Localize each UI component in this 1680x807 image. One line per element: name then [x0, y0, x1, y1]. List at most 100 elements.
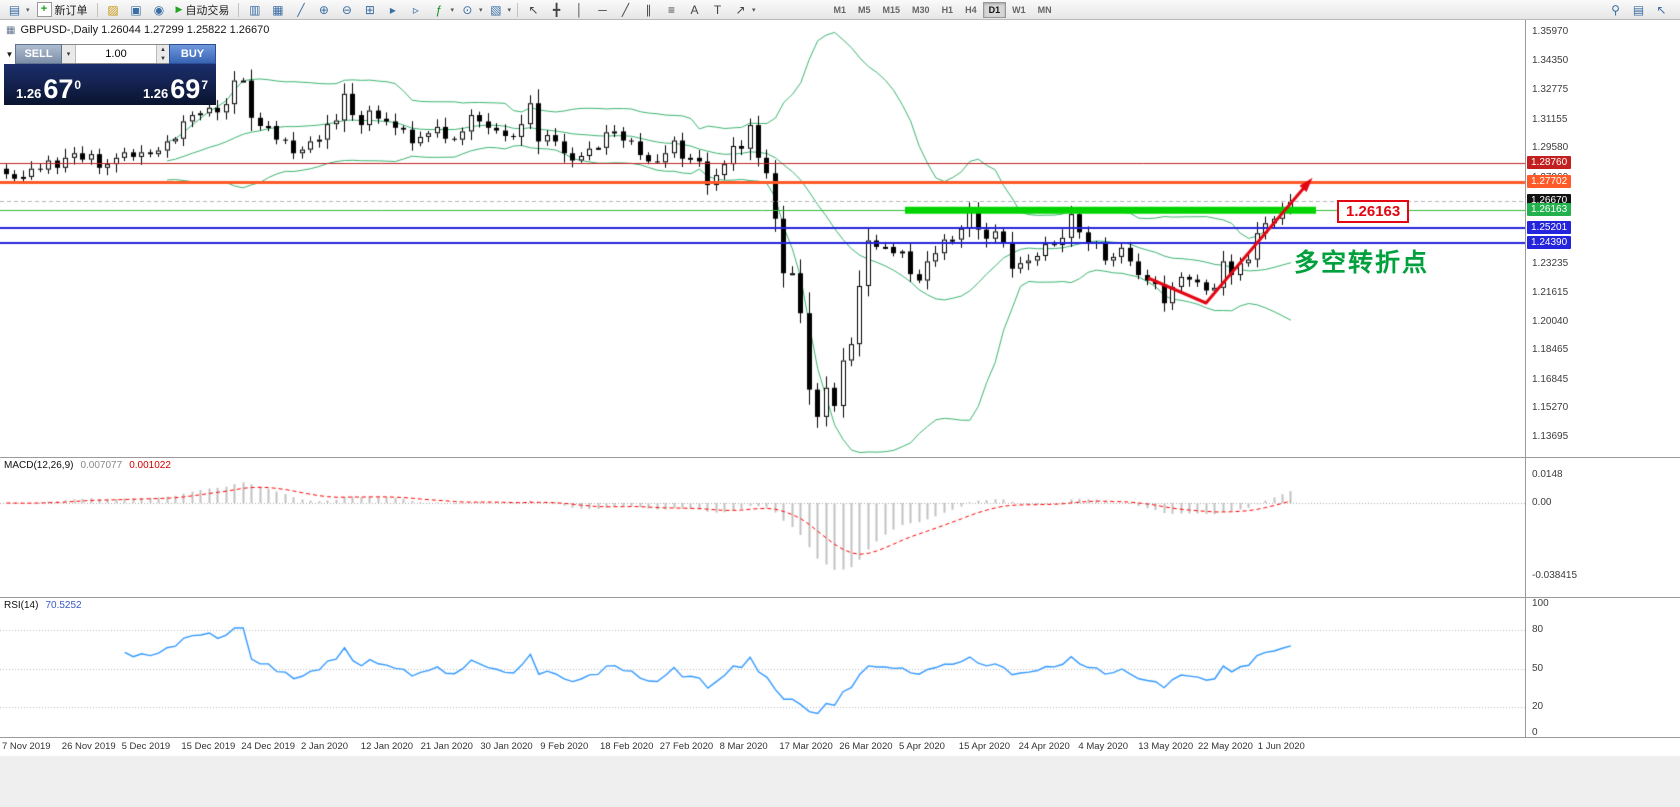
sell-button[interactable]: SELL [15, 44, 62, 64]
quote-panel: 1.26 67 0 1.26 69 7 [4, 64, 216, 105]
volume-dropdown-icon[interactable]: ▾ [62, 45, 76, 63]
vertical-line-icon[interactable]: │ [575, 2, 584, 17]
rsi-panel-canvas[interactable] [0, 597, 1525, 737]
macd-axis-tick: 0.0148 [1532, 468, 1563, 480]
timeframe-h4-button[interactable]: H4 [965, 4, 977, 15]
date-axis-label: 15 Apr 2020 [958, 741, 1011, 752]
indicators-icon[interactable]: ƒ [435, 2, 443, 17]
timeframe-mn-button[interactable]: MN [1037, 4, 1052, 15]
date-axis-label: 13 May 2020 [1138, 741, 1194, 752]
arrows-icon[interactable]: ↗ [735, 2, 746, 17]
chart-title-text: GBPUSD-,Daily 1.26044 1.27299 1.25822 1.… [20, 24, 270, 36]
turning-point-label[interactable]: 多空转折点 [1294, 249, 1430, 277]
template-icon[interactable]: ▧ [490, 2, 502, 17]
date-axis-label: 26 Mar 2020 [839, 741, 893, 752]
timeframe-toolbar: M1 M5 M15 M30 H1 H4 D1 W1 MN [828, 1, 1058, 18]
panel-divider[interactable] [0, 597, 1680, 598]
price-scale[interactable]: 1.359701.343501.327751.311551.295801.279… [1525, 20, 1680, 738]
timeframe-d1-button[interactable]: D1 [982, 1, 1007, 18]
horizontal-line-icon[interactable]: ─ [598, 2, 607, 17]
auto-scroll-icon[interactable]: ▸ [389, 2, 396, 17]
line-chart-icon[interactable]: ╱ [297, 2, 305, 17]
date-axis-label: 9 Feb 2020 [540, 741, 589, 752]
timeframe-m1-button[interactable]: M1 [833, 4, 847, 15]
date-axis-label: 1 Jun 2020 [1257, 741, 1305, 752]
price-chart-canvas[interactable] [0, 20, 1525, 457]
toolbar-separator [516, 2, 518, 17]
cursor-icon[interactable]: ↖ [528, 2, 539, 17]
buy-price[interactable]: 1.26 69 7 [142, 74, 208, 104]
fibonacci-icon[interactable]: ≡ [667, 2, 675, 17]
zoom-out-icon[interactable]: ⊖ [341, 2, 352, 17]
search-icon[interactable]: ⚲ [1611, 2, 1620, 17]
rsi-axis-tick: 20 [1532, 701, 1544, 713]
buy-price-sup: 7 [201, 78, 208, 92]
arrows-icon-caret[interactable]: ▾ [751, 6, 756, 14]
chart-shift-icon[interactable]: ▹ [412, 2, 419, 17]
trendline-icon[interactable]: ╱ [621, 2, 630, 17]
timeframe-m15-button[interactable]: M15 [882, 4, 901, 15]
price-level-label: 1.25201 [1527, 220, 1572, 234]
buy-price-mid: 69 [170, 74, 201, 104]
volume-stepper: ▲ ▼ [156, 45, 169, 63]
volume-down-icon[interactable]: ▼ [157, 54, 169, 63]
main-toolbar: ▤ ▾ + 新订单 ▨ ▣ ◉ ▶ 自动交易 ▥ ▦ ╱ ⊕ ⊖ ⊞ ▸ ▹ ƒ ▾ ⊙ ▾ ▧ ▾ ↖ ╋ │ ─ ╱… [0, 0, 1680, 20]
timeframe-m5-button[interactable]: M5 [858, 4, 871, 15]
info-icon[interactable]: ◉ [153, 2, 165, 17]
new-chart-icon[interactable]: ▤ [8, 2, 21, 17]
toolbar-separator [238, 2, 240, 17]
macd-axis-tick: 0.00 [1532, 497, 1552, 508]
date-axis-label: 30 Jan 2020 [480, 741, 533, 752]
new-chart-icon-caret[interactable]: ▾ [26, 6, 30, 14]
macd-label: MACD(12,26,9) 0.007077 0.001022 [4, 460, 171, 471]
panel-divider[interactable] [0, 457, 1680, 458]
volume-up-icon[interactable]: ▲ [157, 45, 169, 54]
cursor-select-icon[interactable]: ↖ [1656, 2, 1667, 17]
template-icon-caret[interactable]: ▾ [507, 6, 511, 14]
sell-price[interactable]: 1.26 67 0 [16, 74, 81, 104]
timeframe-h1-button[interactable]: H1 [941, 4, 954, 15]
level-price-label[interactable]: 1.26163 [1337, 200, 1410, 223]
price-axis-tick: 1.21615 [1532, 286, 1569, 298]
new-order-button[interactable]: + 新订单 [32, 1, 93, 18]
timeframe-w1-button[interactable]: W1 [1012, 4, 1026, 15]
auto-trading-button[interactable]: ▶ 自动交易 [171, 1, 235, 18]
macd-panel-canvas[interactable] [0, 457, 1525, 597]
chart-window-icon: ▦ [6, 24, 16, 36]
buy-price-big: 1.26 [142, 86, 169, 101]
zoom-in-icon[interactable]: ⊕ [318, 2, 329, 17]
date-axis-label: 26 Nov 2019 [61, 741, 116, 752]
auto-trading-label: 自动交易 [185, 4, 230, 17]
period-icon-caret[interactable]: ▾ [478, 6, 483, 14]
candlestick-chart-icon[interactable]: ▦ [272, 2, 284, 17]
grid-icon[interactable]: ⊞ [364, 2, 375, 17]
period-icon[interactable]: ⊙ [462, 2, 473, 17]
bottom-filler [0, 755, 1680, 807]
price-axis-tick: 1.29580 [1532, 142, 1569, 154]
profiles-icon[interactable]: ▨ [107, 2, 119, 17]
rsi-axis-tick: 100 [1532, 598, 1549, 609]
date-axis-label: 18 Feb 2020 [600, 741, 654, 752]
bar-chart-icon[interactable]: ▥ [249, 2, 261, 17]
buy-button[interactable]: BUY [169, 44, 216, 64]
new-order-icon: + [36, 2, 52, 17]
time-scale[interactable]: 7 Nov 2019 26 Nov 2019 5 Dec 2019 15 Dec 20… [0, 737, 1680, 756]
one-click-trading-panel: ▼ SELL ▾ ▲ ▼ BUY 1.26 67 0 1.26 69 7 [4, 44, 216, 105]
timeframe-m30-button[interactable]: M30 [912, 4, 930, 15]
price-axis-tick: 1.16845 [1532, 373, 1569, 385]
indicators-icon-caret[interactable]: ▾ [450, 6, 454, 14]
sell-price-mid: 67 [43, 74, 74, 104]
collapse-panel-icon[interactable]: ▼ [5, 49, 14, 59]
crosshair-icon[interactable]: ╋ [552, 2, 561, 17]
text-icon[interactable]: A [690, 2, 699, 17]
label-icon[interactable]: T [713, 2, 722, 17]
chart-plot-area [0, 20, 1525, 737]
channel-icon[interactable]: ∥ [645, 2, 652, 17]
price-axis-tick: 1.34350 [1532, 55, 1569, 67]
data-window-icon[interactable]: ▤ [1632, 2, 1645, 17]
macd-title: MACD(12,26,9) [4, 460, 74, 471]
volume-input[interactable] [76, 45, 156, 63]
date-axis-label: 7 Nov 2019 [2, 741, 51, 752]
charts-cascade-icon[interactable]: ▣ [130, 2, 142, 17]
